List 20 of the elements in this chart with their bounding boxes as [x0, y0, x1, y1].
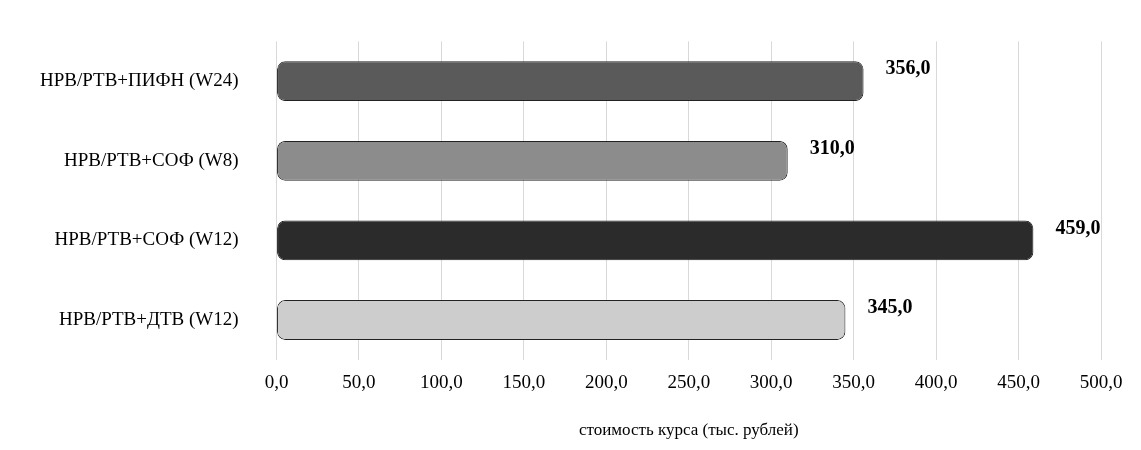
y-tick-label: НРВ/РТВ+СОФ (W12): [54, 228, 239, 251]
y-tick-label: НРВ/РТВ+ПИФН (W24): [40, 69, 239, 92]
y-tick-label: НРВ/РТВ+ДТВ (W12): [58, 307, 239, 330]
data-label: 459,0: [1055, 215, 1101, 238]
y-tick-label: НРВ/РТВ+СОФ (W8): [64, 148, 239, 171]
x-tick-label: 250,0: [667, 371, 711, 393]
x-axis-title: стоимость курса (тыс. рублей): [578, 420, 799, 440]
x-tick-label: 50,0: [342, 371, 376, 393]
x-tick-label: 400,0: [914, 371, 958, 393]
x-tick-label: 300,0: [749, 371, 793, 393]
x-tick-label: 100,0: [420, 371, 463, 393]
x-tick-label: 500,0: [1079, 371, 1123, 393]
data-label: 356,0: [885, 56, 931, 79]
x-tick-label: 150,0: [502, 371, 546, 393]
x-tick-label: 450,0: [997, 371, 1040, 393]
x-tick-label: 0,0: [264, 371, 289, 393]
data-label: 310,0: [809, 135, 855, 158]
x-tick-label: 350,0: [832, 371, 876, 393]
x-tick-label: 200,0: [584, 371, 628, 393]
data-label: 345,0: [867, 295, 913, 318]
